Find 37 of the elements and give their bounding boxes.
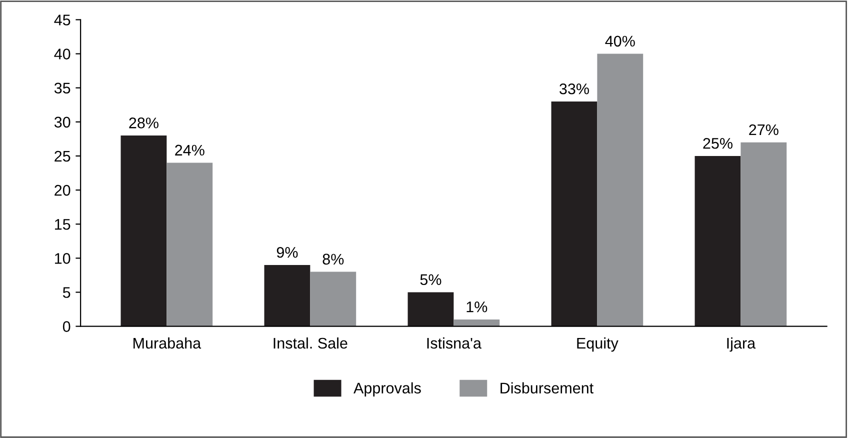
bar bbox=[264, 264, 310, 326]
data-label: 1% bbox=[466, 302, 488, 312]
data-label: 5% bbox=[420, 274, 442, 286]
data-label: 9% bbox=[276, 246, 298, 258]
y-tick-label: 40 bbox=[54, 48, 70, 60]
legend-label: Approvals bbox=[354, 382, 421, 397]
data-label: 25% bbox=[703, 138, 732, 149]
x-tick-label: Equity bbox=[577, 337, 618, 352]
data-label: 24% bbox=[175, 144, 204, 156]
data-label: 40% bbox=[605, 36, 635, 47]
x-tick-label: Istisna'a bbox=[427, 337, 482, 349]
data-label: 28% bbox=[129, 118, 158, 128]
y-tick-label: 20 bbox=[54, 184, 70, 196]
bar bbox=[597, 54, 644, 326]
bar bbox=[694, 156, 741, 326]
y-tick-label: 15 bbox=[55, 219, 70, 230]
y-tick-label: 30 bbox=[54, 116, 70, 128]
bar bbox=[166, 162, 213, 326]
y-tick-label: 0 bbox=[62, 321, 70, 332]
bar bbox=[310, 272, 356, 326]
x-tick-label: Murabaha bbox=[134, 337, 202, 349]
y-tick-label: 25 bbox=[54, 150, 70, 162]
bar bbox=[551, 101, 598, 326]
data-label: 8% bbox=[322, 254, 344, 265]
x-tick-label: Ijara bbox=[727, 337, 756, 352]
y-tick-label: 5 bbox=[62, 287, 70, 298]
y-tick-label: 35 bbox=[54, 82, 70, 94]
bar bbox=[120, 136, 167, 326]
y-tick-label: 10 bbox=[55, 253, 70, 264]
bar bbox=[454, 319, 500, 326]
bar bbox=[740, 142, 787, 326]
y-tick-label: 45 bbox=[54, 14, 70, 26]
bar bbox=[408, 292, 454, 326]
data-label: 27% bbox=[749, 124, 778, 136]
data-label: 33% bbox=[560, 83, 589, 94]
x-tick-label: Instal. Sale bbox=[274, 337, 348, 349]
legend-label: Disbursement bbox=[500, 382, 594, 394]
